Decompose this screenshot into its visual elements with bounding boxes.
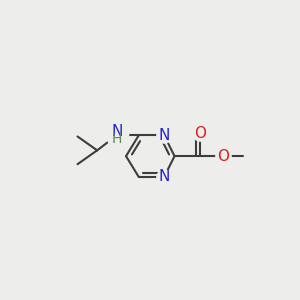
Text: N: N <box>158 128 170 143</box>
Text: N: N <box>111 124 122 140</box>
Text: O: O <box>217 148 229 164</box>
Text: H: H <box>112 133 122 146</box>
Text: O: O <box>194 125 206 140</box>
Text: N: N <box>158 169 170 184</box>
